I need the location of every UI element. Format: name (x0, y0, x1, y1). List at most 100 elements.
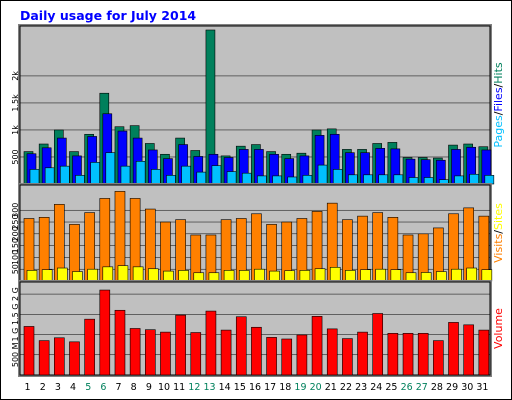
bar-sites (26, 270, 38, 282)
bar-volume (296, 334, 308, 376)
x-tick-label: 13 (203, 382, 215, 393)
bar-volume (69, 341, 80, 376)
bar-sites (208, 272, 220, 282)
bar-volume (281, 338, 293, 376)
panel-label-part: Pages (492, 115, 505, 148)
bar-sites (117, 265, 129, 282)
bar-volume (251, 326, 262, 376)
bar-pages (257, 175, 267, 185)
bar-volume (402, 333, 414, 376)
bar-pages (166, 175, 176, 185)
bar-sites (345, 270, 356, 282)
bar-sites (360, 269, 371, 282)
bar-pages (90, 162, 100, 185)
chart-title: Daily usage for July 2014 (20, 8, 196, 23)
bar-volume (38, 340, 50, 376)
bar-volume (160, 331, 171, 376)
x-tick-label: 31 (476, 382, 488, 393)
bar-sites (193, 272, 205, 282)
bar-volume (342, 338, 353, 376)
bar-sites (314, 268, 326, 282)
bar-pages (135, 161, 146, 185)
bar-sites (481, 269, 493, 282)
x-tick-label: 18 (279, 382, 291, 393)
bar-pages (226, 171, 237, 185)
x-tick-label: 2 (40, 382, 46, 393)
x-tick-label: 24 (370, 382, 382, 393)
bar-sites (375, 268, 387, 282)
bar-sites (420, 272, 432, 282)
bar-volume (478, 329, 490, 376)
y-tick-label: 250 (11, 214, 20, 229)
bar-sites (299, 270, 311, 282)
x-tick-label: 16 (249, 382, 261, 393)
x-tick-label: 12 (188, 382, 200, 393)
bar-volume (84, 318, 95, 376)
x-tick-label: 1 (25, 382, 31, 393)
y-tick-label: 2 G (11, 287, 20, 301)
bar-sites (223, 270, 235, 282)
bar-volume (433, 340, 444, 376)
panel-label: Pages/Files/Hits (492, 62, 505, 148)
x-tick-label: 15 (234, 382, 246, 393)
bar-volume (23, 326, 35, 376)
bar-volume (311, 316, 323, 376)
x-tick-label: 28 (431, 382, 443, 393)
bar-sites (72, 271, 83, 282)
bar-volume (205, 310, 217, 376)
bar-volume (129, 328, 141, 376)
x-tick-label: 25 (385, 382, 397, 393)
panel-label-part: / (492, 111, 505, 115)
x-tick-label: 29 (446, 382, 458, 393)
bar-volume (463, 324, 474, 376)
bar-pages (469, 173, 479, 185)
panel-label-part: Files (492, 87, 505, 111)
bar-volume (175, 314, 186, 376)
bar-pages (105, 152, 116, 185)
bar-sites (329, 267, 341, 282)
panel-label-part: Volume (492, 308, 505, 349)
bar-sites (269, 270, 280, 282)
bar-sites (102, 266, 114, 282)
x-tick-label: 11 (173, 382, 185, 393)
x-tick-label: 7 (116, 382, 122, 393)
bar-pages (302, 175, 313, 185)
x-tick-label: 21 (325, 382, 337, 393)
y-tick-label: 150 (11, 238, 20, 253)
bar-volume (235, 316, 247, 376)
bar-pages (120, 165, 131, 185)
panel-label-part: / (492, 83, 505, 87)
panel-label: Volume (492, 308, 505, 349)
bar-pages (29, 169, 40, 185)
bar-sites (466, 267, 477, 282)
bar-pages (363, 174, 373, 185)
panel-label-part: / (492, 230, 505, 234)
bar-volume (220, 329, 232, 376)
y-tick-label: 200 (11, 226, 20, 241)
y-tick-label: 2k (11, 71, 20, 81)
bar-pages (348, 174, 358, 185)
bar-sites (451, 268, 462, 282)
bar-sites (178, 270, 189, 282)
bar-volume (144, 329, 156, 376)
panel-volume: 500 M1 G 1.5 G 2 G Volume (11, 280, 505, 377)
x-tick-label: 27 (416, 382, 428, 393)
y-tick-label: 500 M (11, 342, 20, 367)
bar-volume (372, 313, 384, 376)
bar-volume (54, 337, 65, 376)
x-tick-label: 8 (131, 382, 137, 393)
bar-pages (393, 174, 404, 185)
y-tick-label: 1 G (11, 328, 20, 342)
bar-pages (332, 169, 343, 185)
x-tick-label: 4 (70, 382, 76, 393)
bar-sites (284, 270, 296, 282)
x-tick-label: 23 (355, 382, 367, 393)
bar-pages (75, 175, 85, 185)
bar-pages (272, 175, 282, 185)
bar-pages (241, 172, 252, 185)
bar-sites (41, 269, 53, 282)
bar-pages (60, 165, 70, 185)
bar-pages (44, 167, 55, 185)
